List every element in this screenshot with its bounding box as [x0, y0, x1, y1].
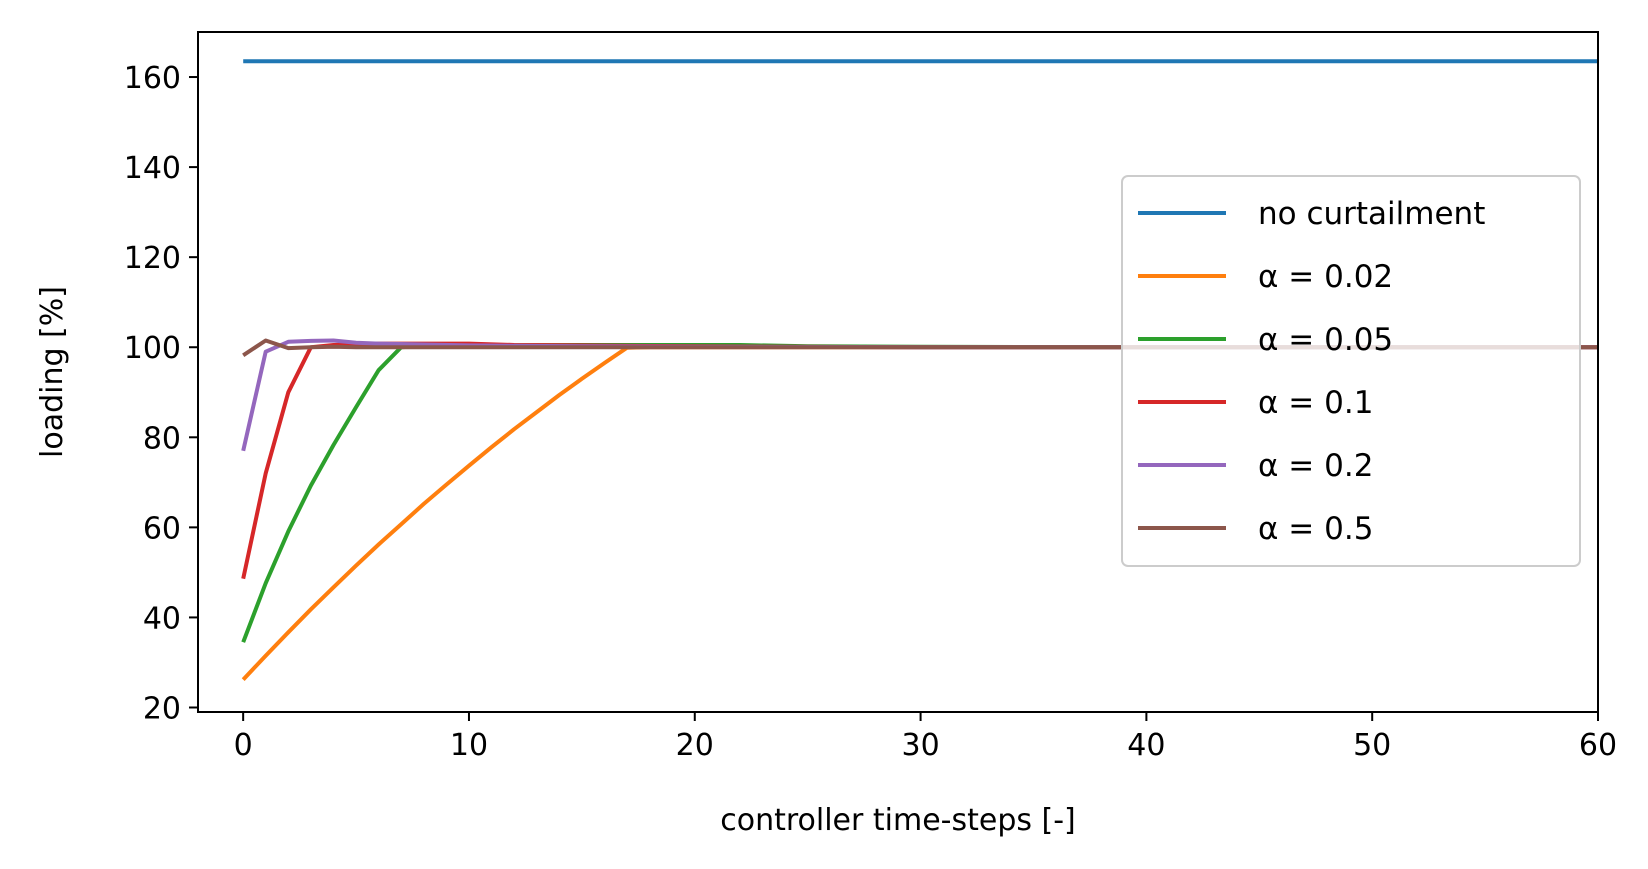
x-axis: 0 10 20 30 40 50 60 — [234, 712, 1617, 763]
x-tick-label: 40 — [1127, 728, 1165, 763]
x-tick-label: 30 — [901, 728, 939, 763]
y-axis-title: loading [%] — [35, 286, 70, 458]
y-axis: 20 40 60 80 100 120 140 160 — [124, 61, 198, 726]
legend-label: α = 0.2 — [1258, 448, 1373, 484]
legend-label: α = 0.1 — [1258, 385, 1373, 421]
legend-label: α = 0.5 — [1258, 511, 1373, 547]
legend: no curtailment α = 0.02 α = 0.05 α = 0.1 α =… — [1121, 175, 1581, 567]
y-tick-label: 120 — [124, 241, 181, 276]
legend-label: α = 0.02 — [1258, 259, 1393, 295]
y-tick-label: 40 — [143, 601, 181, 636]
plot-frame — [197, 31, 1599, 713]
y-tick-label: 100 — [124, 331, 181, 366]
x-tick-label: 20 — [676, 728, 714, 763]
y-tick-label: 140 — [124, 151, 181, 186]
y-tick-label: 60 — [143, 511, 181, 546]
legend-label: α = 0.05 — [1258, 322, 1393, 358]
x-axis-title: controller time-steps [-] — [720, 803, 1076, 838]
legend-box — [1121, 175, 1581, 567]
x-tick-label: 50 — [1353, 728, 1391, 763]
x-tick-label: 0 — [234, 728, 253, 763]
y-tick-label: 20 — [143, 691, 181, 726]
x-tick-label: 60 — [1579, 728, 1617, 763]
y-tick-label: 160 — [124, 61, 181, 96]
x-tick-label: 10 — [450, 728, 488, 763]
y-tick-label: 80 — [143, 421, 181, 456]
legend-label: no curtailment — [1258, 196, 1485, 232]
